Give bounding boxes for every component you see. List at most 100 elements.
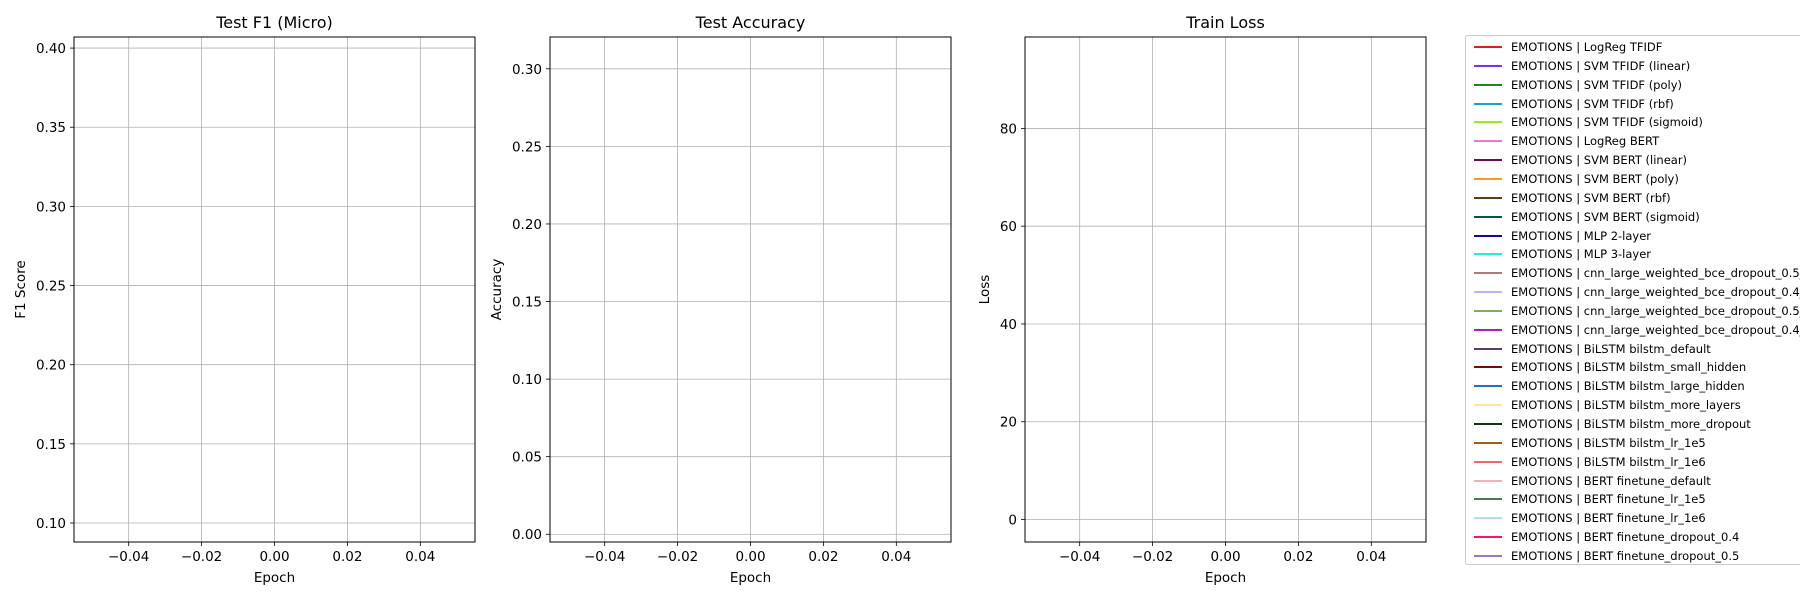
legend-entry: EMOTIONS | BiLSTM bilstm_lr_1e5 (1466, 434, 1800, 452)
legend-line-swatch (1474, 404, 1502, 407)
legend-label: EMOTIONS | BERT finetune_lr_1e5 (1511, 492, 1706, 507)
x-axis-label: Epoch (730, 570, 771, 586)
legend-entry: EMOTIONS | SVM TFIDF (rbf) (1466, 95, 1800, 113)
legend-label: EMOTIONS | BiLSTM bilstm_default (1511, 341, 1711, 356)
legend-entry: EMOTIONS | cnn_large_weighted_bce_dropou… (1466, 321, 1800, 339)
legend-label: EMOTIONS | BERT finetune_lr_1e6 (1511, 511, 1706, 526)
subplot-train-loss: −0.04 −0.02 0.00 0.02 0.04 0 20 40 60 80 Train L… (977, 13, 1427, 586)
legend-entry: EMOTIONS | LogReg BERT (1466, 132, 1800, 150)
legend-line-swatch (1474, 385, 1502, 388)
x-tick-label: −0.02 (657, 549, 698, 565)
legend-entry: EMOTIONS | cnn_large_weighted_bce_dropou… (1466, 264, 1800, 282)
legend-line-swatch (1474, 441, 1502, 444)
x-tick-label: −0.02 (1132, 549, 1173, 565)
legend-entry: EMOTIONS | MLP 2-layer (1466, 227, 1800, 245)
legend-label: EMOTIONS | BiLSTM bilstm_lr_1e6 (1511, 454, 1706, 469)
legend-entry: EMOTIONS | SVM TFIDF (sigmoid) (1466, 113, 1800, 131)
legend-entry: EMOTIONS | cnn_large_weighted_bce_dropou… (1466, 302, 1800, 320)
legend-line-swatch (1474, 309, 1502, 312)
legend: EMOTIONS | LogReg TFIDF EMOTIONS | SVM TF… (1465, 35, 1800, 565)
legend-label: EMOTIONS | BERT finetune_dropout_0.4 (1511, 530, 1740, 545)
legend-label: EMOTIONS | cnn_large_weighted_bce_dropou… (1511, 285, 1800, 300)
legend-line-swatch (1474, 64, 1502, 67)
x-axis-label: Epoch (254, 570, 295, 586)
legend-line-swatch (1474, 272, 1502, 275)
subplot-test-accuracy: −0.04 −0.02 0.00 0.02 0.04 0.00 0.05 0.10 0.15 0… (489, 13, 952, 586)
legend-label: EMOTIONS | cnn_large_weighted_bce_dropou… (1511, 303, 1800, 318)
legend-entry: EMOTIONS | BERT finetune_dropout_0.4 (1466, 528, 1800, 546)
x-tick-label: 0.02 (332, 549, 362, 565)
y-tick-label: 0.15 (512, 295, 542, 311)
legend-entry: EMOTIONS | SVM BERT (sigmoid) (1466, 208, 1800, 226)
legend-entry: EMOTIONS | MLP 3-layer (1466, 245, 1800, 263)
legend-entry: EMOTIONS | BERT finetune_lr_1e5 (1466, 490, 1800, 508)
legend-label: EMOTIONS | SVM TFIDF (sigmoid) (1511, 115, 1703, 130)
legend-label: EMOTIONS | SVM TFIDF (rbf) (1511, 96, 1674, 111)
legend-label: EMOTIONS | SVM TFIDF (linear) (1511, 58, 1691, 73)
legend-label: EMOTIONS | BiLSTM bilstm_large_hidden (1511, 379, 1745, 394)
legend-entry: EMOTIONS | BERT finetune_default (1466, 472, 1800, 490)
x-tick-label: −0.04 (1059, 549, 1100, 565)
x-tick-label: −0.02 (181, 549, 222, 565)
x-tick-label: −0.04 (108, 549, 149, 565)
legend-line-swatch (1474, 554, 1502, 557)
x-tick-label: 0.04 (881, 549, 911, 565)
legend-label: EMOTIONS | BERT finetune_default (1511, 473, 1711, 488)
chart-title: Test Accuracy (695, 13, 806, 32)
y-tick-label: 0.20 (36, 358, 66, 374)
x-tick-label: 0.02 (1283, 549, 1313, 565)
legend-entry: EMOTIONS | BiLSTM bilstm_large_hidden (1466, 377, 1800, 395)
legend-label: EMOTIONS | BiLSTM bilstm_more_layers (1511, 398, 1741, 413)
x-tick-label: 0.02 (808, 549, 838, 565)
legend-line-swatch (1474, 479, 1502, 482)
y-tick-label: 0.10 (36, 516, 66, 532)
legend-line-swatch (1474, 460, 1502, 463)
legend-entry: EMOTIONS | BERT finetune_dropout_0.5 (1466, 547, 1800, 564)
legend-label: EMOTIONS | SVM BERT (rbf) (1511, 190, 1671, 205)
legend-line-swatch (1474, 234, 1502, 237)
y-axis-label: F1 Score (13, 260, 29, 318)
legend-entry: EMOTIONS | BiLSTM bilstm_default (1466, 340, 1800, 358)
legend-entry: EMOTIONS | BiLSTM bilstm_small_hidden (1466, 358, 1800, 376)
x-tick-label: −0.04 (584, 549, 625, 565)
x-axis-label: Epoch (1205, 570, 1246, 586)
y-axis-label: Loss (977, 275, 993, 305)
x-tick-label: 0.04 (1356, 549, 1386, 565)
y-tick-label: 40 (1000, 317, 1017, 333)
legend-entry: EMOTIONS | BiLSTM bilstm_more_dropout (1466, 415, 1800, 433)
legend-line-swatch (1474, 102, 1502, 105)
legend-line-swatch (1474, 140, 1502, 143)
legend-entry: EMOTIONS | BiLSTM bilstm_lr_1e6 (1466, 453, 1800, 471)
y-tick-label: 80 (1000, 121, 1017, 137)
legend-entry: EMOTIONS | LogReg TFIDF (1466, 38, 1800, 56)
legend-label: EMOTIONS | SVM BERT (linear) (1511, 153, 1688, 168)
x-tick-label: 0.00 (735, 549, 765, 565)
legend-entry: EMOTIONS | SVM BERT (linear) (1466, 151, 1800, 169)
y-tick-label: 0.40 (36, 41, 66, 57)
chart-title: Test F1 (Micro) (215, 13, 333, 32)
legend-line-swatch (1474, 196, 1502, 199)
legend-line-swatch (1474, 159, 1502, 162)
legend-line-swatch (1474, 46, 1502, 48)
legend-label: EMOTIONS | BiLSTM bilstm_more_dropout (1511, 417, 1751, 431)
y-tick-label: 0.35 (36, 120, 66, 136)
legend-entry: EMOTIONS | BERT finetune_lr_1e6 (1466, 509, 1800, 527)
x-tick-label: 0.00 (259, 549, 289, 565)
legend-label: EMOTIONS | MLP 3-layer (1511, 247, 1652, 262)
x-tick-label: 0.04 (405, 549, 435, 565)
legend-label: EMOTIONS | SVM BERT (sigmoid) (1511, 209, 1700, 224)
legend-entry: EMOTIONS | SVM BERT (poly) (1466, 170, 1800, 188)
legend-line-swatch (1474, 347, 1502, 350)
legend-line-swatch (1474, 215, 1502, 218)
legend-line-swatch (1474, 423, 1502, 425)
legend-entry: EMOTIONS | SVM TFIDF (linear) (1466, 57, 1800, 75)
legend-line-swatch (1474, 498, 1502, 501)
y-tick-label: 0.25 (512, 139, 542, 155)
chart-title: Train Loss (1185, 13, 1265, 32)
legend-line-swatch (1474, 328, 1502, 331)
y-tick-label: 0.10 (512, 372, 542, 388)
y-tick-label: 0.20 (512, 217, 542, 233)
y-tick-label: 0 (1008, 513, 1017, 529)
legend-label: EMOTIONS | LogReg BERT (1511, 134, 1660, 149)
